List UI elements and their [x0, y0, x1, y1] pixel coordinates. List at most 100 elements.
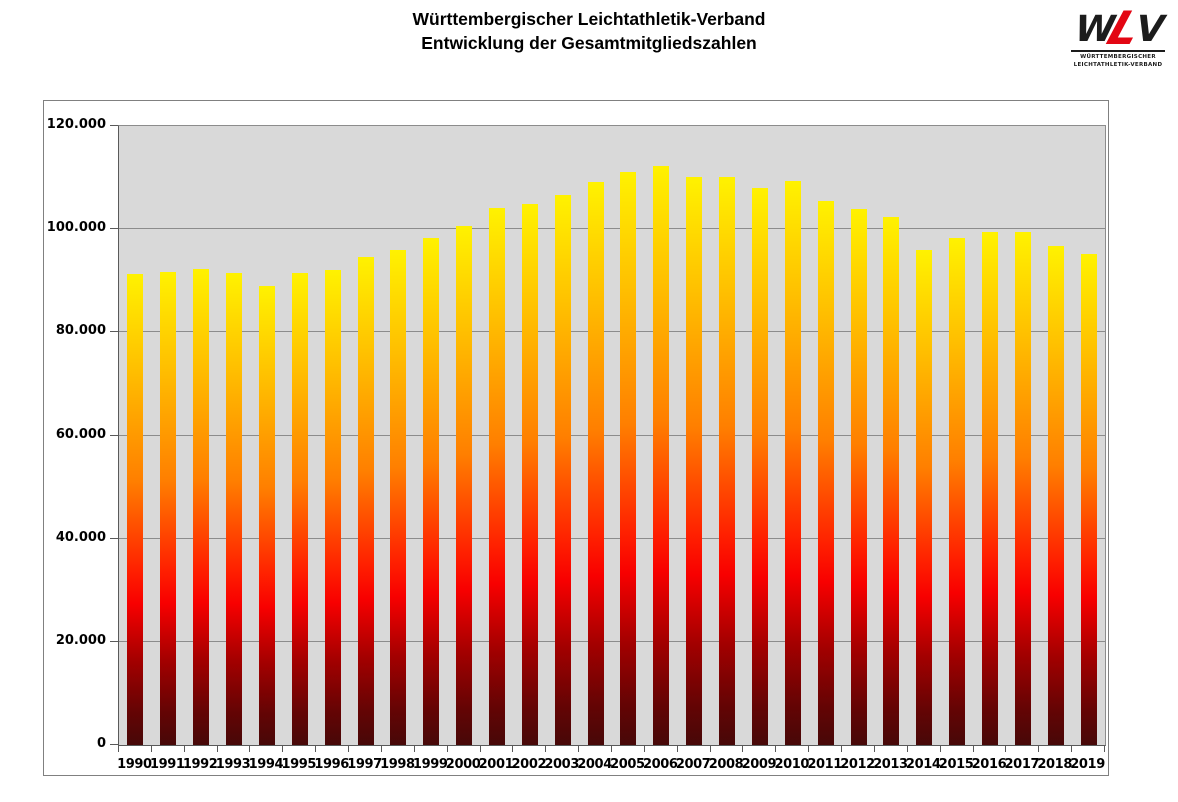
bar-1991 [160, 271, 177, 745]
x-tick-mark [742, 745, 744, 752]
y-tick-mark [110, 434, 118, 436]
x-tick-mark [841, 745, 843, 752]
x-tick-mark [808, 745, 810, 752]
chart-title-block: Württembergischer Leichtathletik-Verband… [0, 7, 1178, 55]
x-tick-mark [216, 745, 218, 752]
x-tick-label-2005: 2005 [610, 757, 645, 772]
x-tick-mark [578, 745, 580, 752]
x-tick-label-2000: 2000 [445, 757, 481, 772]
x-tick-label-2007: 2007 [675, 757, 711, 772]
y-tick-label-120.000: 120.000 [46, 117, 106, 132]
x-tick-mark [249, 745, 251, 752]
bar-2012 [850, 209, 867, 745]
logo-caption-line1: WÜRTTEMBERGISCHER [1080, 53, 1156, 60]
x-tick-mark [183, 745, 185, 752]
y-tick-mark [110, 640, 118, 642]
x-tick-mark [1071, 745, 1073, 752]
bar-2017 [1014, 231, 1031, 745]
bar-1996 [324, 270, 341, 745]
bar-2014 [916, 250, 933, 745]
logo-caption-line2: LEICHTATHLETIK-VERBAND [1073, 61, 1163, 68]
y-tick-label-60.000: 60.000 [55, 426, 106, 442]
y-tick-mark [110, 537, 118, 539]
x-tick-mark [479, 745, 481, 752]
x-tick-label-2019: 2019 [1070, 757, 1105, 772]
x-tick-label-2003: 2003 [544, 757, 579, 772]
bar-2008 [719, 177, 736, 745]
x-tick-mark [413, 745, 415, 752]
x-tick-label-1993: 1993 [215, 757, 251, 772]
x-tick-mark [611, 745, 612, 752]
x-tick-label-1995: 1995 [281, 757, 317, 772]
bar-2006 [653, 166, 670, 745]
x-tick-mark [1005, 745, 1007, 752]
bar-1998 [390, 250, 407, 745]
gridline-80000 [119, 331, 1105, 333]
bar-2019 [1080, 254, 1097, 745]
y-tick-mark [110, 744, 118, 745]
x-tick-mark [1104, 745, 1105, 752]
x-tick-label-1990: 1990 [117, 757, 152, 772]
x-tick-mark [150, 745, 152, 752]
chart-subtitle: Entwicklung der Gesamtmitgliedszahlen [421, 33, 757, 53]
x-tick-mark [939, 745, 941, 752]
x-tick-label-2011: 2011 [807, 757, 842, 772]
bar-1993 [226, 273, 243, 745]
y-tick-label-20.000: 20.000 [55, 632, 106, 648]
bar-2001 [488, 208, 505, 745]
x-tick-label-2017: 2017 [1004, 757, 1040, 772]
x-tick-mark [380, 745, 382, 752]
bar-2018 [1047, 246, 1064, 745]
bar-2015 [949, 237, 966, 745]
gridline-60000 [119, 434, 1105, 436]
x-tick-label-2010: 2010 [774, 757, 810, 772]
gridline-100000 [119, 228, 1105, 230]
bar-1990 [127, 273, 144, 745]
x-tick-label-2009: 2009 [741, 757, 777, 772]
logo-divider [1071, 50, 1165, 52]
x-tick-label-1994: 1994 [248, 757, 284, 772]
y-tick-label-0: 0 [96, 736, 106, 751]
x-tick-label-2012: 2012 [840, 757, 875, 772]
x-tick-label-1996: 1996 [314, 757, 349, 772]
x-tick-label-2002: 2002 [511, 757, 547, 772]
x-tick-mark [446, 745, 448, 752]
x-tick-mark [512, 745, 514, 752]
bar-2010 [784, 181, 801, 745]
x-tick-label-1998: 1998 [380, 757, 415, 772]
y-tick-mark [110, 331, 118, 333]
bar-2005 [620, 171, 637, 745]
gridline-20000 [119, 640, 1105, 642]
bar-1999 [423, 238, 440, 745]
y-tick-mark [110, 228, 118, 230]
x-tick-label-1997: 1997 [347, 757, 382, 772]
gridline-40000 [119, 537, 1105, 539]
x-tick-label-2006: 2006 [643, 757, 678, 772]
x-tick-mark [1038, 745, 1040, 752]
bar-1997 [357, 256, 374, 745]
bar-2011 [817, 201, 834, 745]
x-tick-mark [873, 745, 875, 752]
bar-1995 [291, 273, 308, 745]
bar-2016 [981, 231, 998, 745]
x-tick-label-2016: 2016 [971, 757, 1007, 772]
x-tick-mark [643, 745, 645, 752]
x-tick-label-1999: 1999 [412, 757, 448, 772]
bar-2002 [521, 204, 538, 745]
x-tick-mark [906, 745, 908, 752]
chart-title: Württembergischer Leichtathletik-Verband [412, 9, 766, 29]
x-tick-label-2013: 2013 [873, 757, 908, 772]
x-tick-label-2008: 2008 [708, 757, 744, 772]
bar-2000 [456, 225, 473, 745]
bar-1992 [193, 269, 210, 745]
x-tick-label-2018: 2018 [1037, 757, 1072, 772]
x-tick-mark [676, 745, 678, 752]
x-tick-mark [282, 745, 284, 752]
y-tick-label-80.000: 80.000 [55, 323, 106, 339]
wlv-logo-letters: W L V [1069, 1, 1167, 55]
x-tick-mark [545, 745, 547, 752]
x-tick-mark [775, 745, 777, 752]
bar-1994 [258, 285, 275, 745]
x-tick-mark [315, 745, 317, 752]
bar-2009 [751, 187, 768, 745]
